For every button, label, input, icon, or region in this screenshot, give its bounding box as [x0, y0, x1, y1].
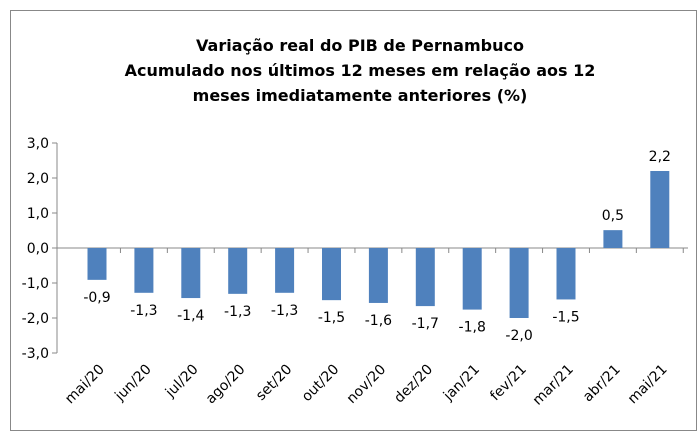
- data-label: -1,3: [224, 304, 251, 320]
- y-tick-label: 1,0: [27, 206, 49, 222]
- data-label: -1,5: [552, 309, 579, 325]
- bar: [650, 171, 670, 248]
- bar: [368, 248, 388, 303]
- chart-frame: [10, 10, 697, 431]
- chart-title: meses imediatamente anteriores (%): [193, 86, 528, 105]
- y-tick-label: 2,0: [27, 171, 49, 187]
- chart-title: Acumulado nos últimos 12 meses em relaçã…: [125, 61, 596, 80]
- bar: [509, 248, 529, 318]
- data-label: -1,3: [130, 303, 157, 319]
- data-label: 2,2: [649, 149, 671, 165]
- bar: [275, 248, 295, 293]
- bar: [462, 248, 482, 310]
- y-tick-label: -2,0: [22, 311, 49, 327]
- data-label: -1,4: [177, 308, 204, 324]
- bar: [228, 248, 248, 294]
- y-tick-label: 3,0: [27, 136, 49, 152]
- y-tick-label: -3,0: [22, 346, 49, 362]
- bar: [556, 248, 576, 300]
- data-label: -2,0: [505, 328, 532, 344]
- y-tick-label: 0,0: [27, 241, 49, 257]
- data-label: -1,7: [412, 316, 439, 332]
- chart-title: Variação real do PIB de Pernambuco: [196, 36, 524, 55]
- bar: [603, 230, 623, 248]
- data-label: -1,3: [271, 303, 298, 319]
- data-label: -1,5: [318, 310, 345, 326]
- data-label: 0,5: [602, 208, 624, 224]
- bar: [415, 248, 435, 307]
- bar: [134, 248, 154, 293]
- bar: [181, 248, 201, 299]
- data-label: -0,9: [83, 290, 110, 306]
- bar: [87, 248, 107, 280]
- data-label: -1,8: [459, 320, 486, 336]
- bar: [322, 248, 341, 301]
- y-tick-label: -1,0: [22, 276, 49, 292]
- data-label: -1,6: [365, 313, 392, 329]
